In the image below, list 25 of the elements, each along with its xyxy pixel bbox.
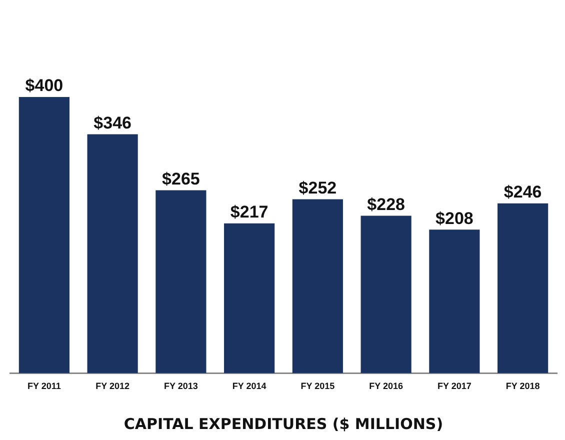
bar [498, 203, 548, 374]
data-label: $265 [162, 169, 200, 188]
x-axis-title: CAPITAL EXPENDITURES ($ MILLIONS) [124, 414, 444, 433]
bar [224, 223, 275, 374]
x-tick-label: FY 2012 [96, 381, 130, 392]
x-tick-label: FY 2015 [300, 381, 335, 392]
data-label: $246 [504, 182, 542, 202]
x-tick-label: FY 2016 [369, 381, 403, 392]
x-tick-label: FY 2014 [232, 381, 266, 392]
bar [429, 230, 480, 374]
bar [156, 190, 206, 374]
data-label: $208 [436, 208, 474, 228]
bar [87, 134, 138, 374]
x-tick-label: FY 2013 [164, 381, 198, 392]
x-tick-label: FY 2017 [438, 381, 472, 392]
data-label: $346 [94, 113, 132, 132]
x-tick-label: FY 2018 [506, 381, 540, 392]
data-label: $252 [298, 178, 337, 198]
bar [18, 97, 70, 374]
bar [292, 199, 343, 374]
data-label: $400 [25, 76, 64, 96]
x-tick-label: FY 2011 [28, 381, 61, 392]
bar [360, 216, 412, 374]
data-label: $228 [367, 194, 405, 214]
data-label: $217 [230, 202, 268, 222]
